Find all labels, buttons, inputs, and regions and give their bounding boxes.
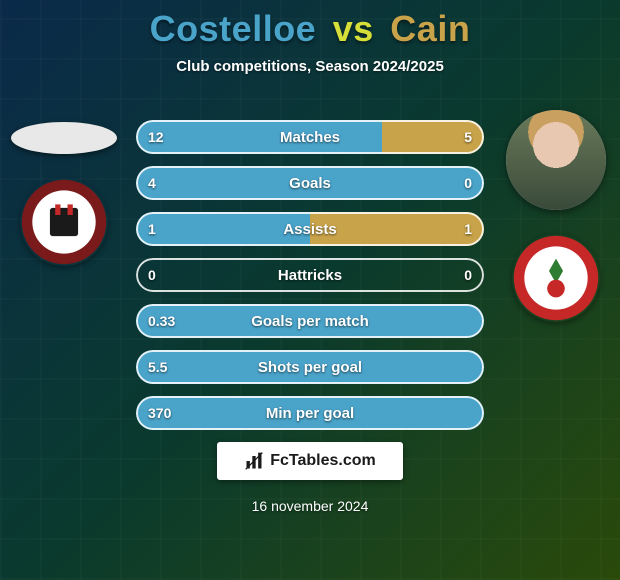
stat-outline: [136, 258, 484, 292]
crest-accent: [50, 208, 78, 236]
content: Costelloe vs Cain Club competitions, Sea…: [0, 0, 620, 580]
stat-row: 0.33Goals per match: [136, 304, 484, 338]
watermark: FcTables.com: [217, 442, 403, 480]
stat-value-right: 5: [464, 120, 472, 154]
stat-row: 11Assists: [136, 212, 484, 246]
stat-seg-left: [136, 396, 484, 430]
stat-value-left: 0: [148, 258, 156, 292]
stat-seg-left: [136, 212, 310, 246]
stat-row: 370Min per goal: [136, 396, 484, 430]
crest-ball: [547, 280, 565, 298]
stat-row: 125Matches: [136, 120, 484, 154]
stat-value-right: 0: [464, 258, 472, 292]
subtitle: Club competitions, Season 2024/2025: [0, 58, 620, 75]
stat-label: Hattricks: [136, 258, 484, 292]
comparison-card: Costelloe vs Cain Club competitions, Sea…: [0, 0, 620, 580]
stat-seg-right: [310, 212, 484, 246]
player2-avatar: [506, 110, 606, 210]
crest-detail-1: [55, 204, 60, 215]
player1-club-crest: [20, 178, 108, 266]
player1-name: Costelloe: [150, 8, 317, 49]
stat-value-right: 1: [464, 212, 472, 246]
player2-club-crest: [512, 234, 600, 322]
stat-seg-left: [136, 166, 484, 200]
watermark-text: FcTables.com: [270, 452, 376, 470]
stat-seg-left: [136, 304, 484, 338]
stat-value-left: 12: [148, 120, 164, 154]
stat-value-left: 1: [148, 212, 156, 246]
stat-value-left: 0.33: [148, 304, 175, 338]
crest-left-svg: [20, 178, 108, 266]
crest-detail-2: [68, 204, 73, 215]
left-column: [8, 110, 120, 266]
bar-chart-icon: [244, 451, 264, 471]
stat-row: 40Goals: [136, 166, 484, 200]
player1-avatar-placeholder: [11, 122, 117, 154]
player2-name: Cain: [390, 8, 470, 49]
stat-row: 0 0Hattricks: [136, 258, 484, 292]
crest-right-svg: [512, 234, 600, 322]
stat-value-left: 4: [148, 166, 156, 200]
vs-label: vs: [333, 8, 374, 49]
player2-face: [506, 110, 606, 210]
stat-value-right: 0: [464, 166, 472, 200]
stat-row: 5.5Shots per goal: [136, 350, 484, 384]
stat-value-left: 5.5: [148, 350, 167, 384]
title: Costelloe vs Cain: [0, 0, 620, 50]
date-label: 16 november 2024: [0, 498, 620, 514]
stat-seg-left: [136, 350, 484, 384]
stat-value-left: 370: [148, 396, 171, 430]
stat-seg-left: [136, 120, 382, 154]
stat-bars: 125Matches40Goals11Assists00Hattricks0.3…: [136, 120, 484, 430]
right-column: [500, 110, 612, 322]
